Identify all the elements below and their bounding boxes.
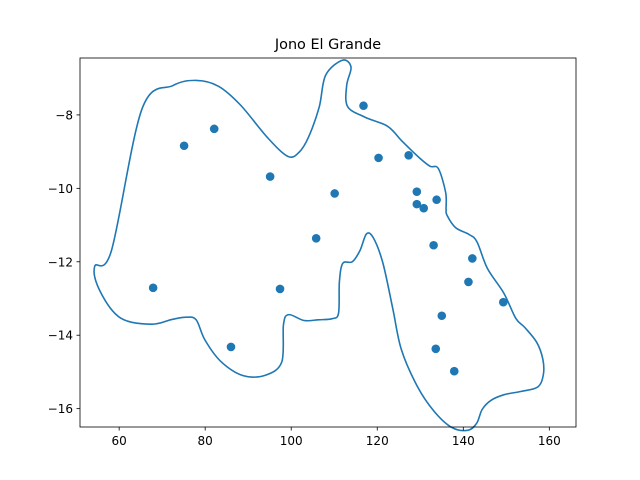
y-tick-label: −16 <box>48 402 73 416</box>
data-point <box>209 124 219 134</box>
data-point <box>499 297 508 307</box>
data-point <box>437 311 447 321</box>
data-point <box>404 151 413 160</box>
y-tick-label: −10 <box>48 182 73 196</box>
data-point <box>412 187 422 196</box>
data-point <box>419 203 429 213</box>
y-tick-label: −14 <box>48 329 73 343</box>
data-point <box>226 342 236 352</box>
y-tick-label: −8 <box>55 108 73 122</box>
data-point <box>275 284 285 294</box>
data-point <box>148 283 158 293</box>
data-point <box>330 189 339 198</box>
y-tick-label: −12 <box>48 255 73 269</box>
data-point <box>374 153 383 163</box>
x-tick-label: 60 <box>112 434 127 448</box>
x-tick-label: 80 <box>198 434 213 448</box>
x-tick-label: 140 <box>452 434 475 448</box>
x-tick-label: 120 <box>366 434 389 448</box>
x-tick-label: 160 <box>538 434 561 448</box>
data-point <box>311 233 321 243</box>
tick-layer: 60 80 100 120 140 160 −8 −10 −12 −14 −16 <box>48 108 561 448</box>
plot-frame <box>79 57 577 428</box>
chart-title: Jono El Grande <box>274 37 381 53</box>
data-point <box>429 240 438 250</box>
data-point <box>265 172 275 181</box>
outline-curve <box>93 59 545 432</box>
data-point <box>468 254 477 263</box>
data-point <box>359 101 368 111</box>
plot-layer <box>93 59 545 432</box>
data-point <box>432 195 441 205</box>
data-point <box>412 199 422 209</box>
data-point <box>449 366 459 376</box>
data-point <box>179 141 189 151</box>
x-tick-label: 100 <box>280 434 303 448</box>
data-point <box>464 277 473 287</box>
data-point <box>431 344 441 354</box>
